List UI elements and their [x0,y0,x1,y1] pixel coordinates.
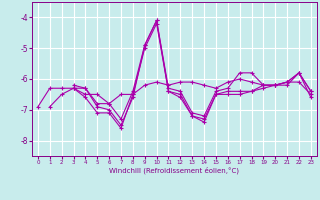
X-axis label: Windchill (Refroidissement éolien,°C): Windchill (Refroidissement éolien,°C) [109,167,239,174]
